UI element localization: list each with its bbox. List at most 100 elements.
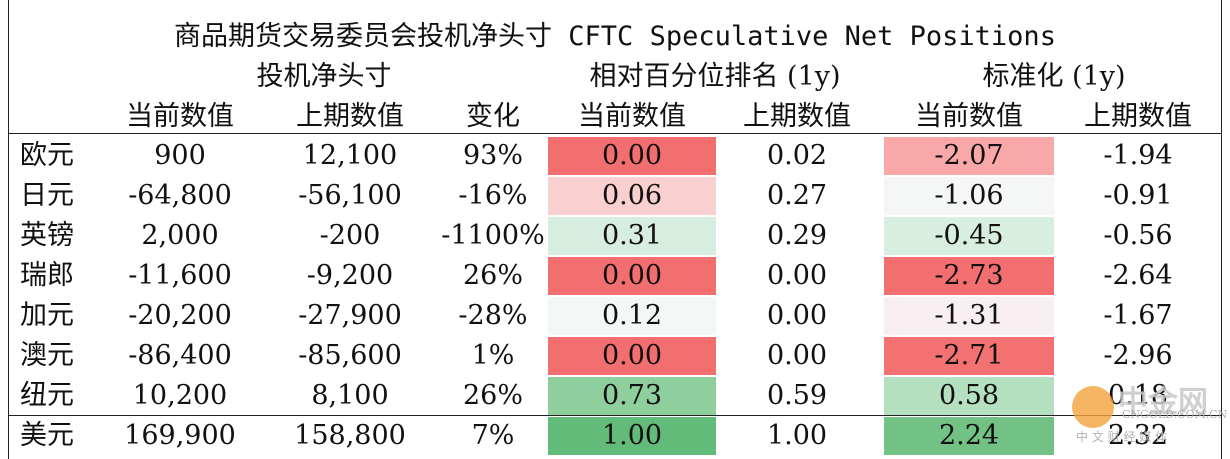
cell: -2.71 — [934, 340, 1004, 371]
row-label: 英镑 — [20, 220, 74, 251]
cell: 0.29 — [766, 220, 828, 251]
cell: -2.07 — [934, 140, 1004, 171]
cell: 1.00 — [766, 420, 828, 451]
cell: -85,600 — [298, 340, 402, 371]
cell: -28% — [458, 300, 528, 331]
cell: -1.67 — [1103, 300, 1173, 331]
cell: -64,800 — [128, 180, 232, 211]
cell: -2.64 — [1103, 260, 1173, 291]
cell: 900 — [154, 140, 206, 171]
cell: 169,900 — [124, 420, 236, 451]
cell: 12,100 — [302, 140, 398, 171]
cell: 26% — [462, 380, 523, 411]
column-header: 当前数值 — [578, 101, 686, 132]
cell: 0.00 — [601, 260, 663, 291]
cell: 8,100 — [311, 380, 389, 411]
usd-rule — [8, 415, 1222, 416]
border-right — [1221, 0, 1222, 459]
header-rule — [8, 133, 1222, 134]
rank-cell-fill — [548, 217, 716, 255]
cell: 2.24 — [938, 420, 1000, 451]
column-header: 上期数值 — [296, 101, 404, 132]
rank-cell-fill — [548, 337, 716, 375]
cell: -16% — [458, 180, 528, 211]
cell: 0.31 — [601, 220, 663, 251]
cell: -1.06 — [934, 180, 1004, 211]
rank-cell-fill — [548, 377, 716, 415]
rank-cell-fill — [548, 297, 716, 335]
row-label: 瑞郎 — [20, 260, 74, 291]
group-header: 相对百分位排名 (1y) — [589, 61, 841, 92]
z-cell-fill — [884, 337, 1054, 375]
cell: 0.00 — [601, 140, 663, 171]
cell: 26% — [462, 260, 523, 291]
z-cell-fill — [884, 297, 1054, 335]
cell: 0.18 — [1107, 380, 1169, 411]
rank-cell-fill — [548, 257, 716, 295]
cell: 0.27 — [766, 180, 828, 211]
cell: -1.31 — [934, 300, 1004, 331]
cell: -11,600 — [128, 260, 232, 291]
cell: -0.91 — [1103, 180, 1173, 211]
row-label: 澳元 — [20, 340, 74, 371]
cell: -0.45 — [934, 220, 1004, 251]
cell: 1% — [471, 340, 515, 371]
cell: 158,800 — [294, 420, 406, 451]
row-label: 欧元 — [20, 140, 74, 171]
cell: -1100% — [441, 220, 545, 251]
column-header: 当前数值 — [915, 101, 1023, 132]
column-header: 变化 — [466, 101, 520, 132]
cell: 0.73 — [601, 380, 663, 411]
cell: 1.00 — [601, 420, 663, 451]
z-cell-fill — [884, 257, 1054, 295]
cell: -2.96 — [1103, 340, 1173, 371]
z-cell-fill — [884, 217, 1054, 255]
cell: 0.59 — [766, 380, 828, 411]
cell: -20,200 — [128, 300, 232, 331]
cell: -27,900 — [298, 300, 402, 331]
row-label: 纽元 — [20, 380, 74, 411]
cell: 0.58 — [938, 380, 1000, 411]
cell: 0.00 — [601, 340, 663, 371]
cell: -9,200 — [306, 260, 394, 291]
cell: -200 — [319, 220, 381, 251]
watermark-logo — [1072, 386, 1114, 428]
cell: -86,400 — [128, 340, 232, 371]
cell: 0.06 — [601, 180, 663, 211]
cell: 7% — [471, 420, 515, 451]
group-header: 投机净头寸 — [256, 61, 392, 92]
column-header: 上期数值 — [1084, 101, 1192, 132]
cell: -2.73 — [934, 260, 1004, 291]
cell: 10,200 — [132, 380, 228, 411]
z-cell-fill — [884, 417, 1054, 455]
cell: 0.02 — [766, 140, 828, 171]
watermark-brand: 中金网 — [1118, 385, 1208, 420]
cell: -1.94 — [1103, 140, 1173, 171]
column-header: 当前数值 — [126, 101, 234, 132]
row-label: 日元 — [20, 180, 74, 211]
cell: 2,000 — [141, 220, 219, 251]
cell: 2.32 — [1107, 420, 1169, 451]
cell: 0.00 — [766, 340, 828, 371]
z-cell-fill — [884, 137, 1054, 175]
rank-cell-fill — [548, 417, 716, 455]
cell: 0.00 — [766, 300, 828, 331]
column-header: 上期数值 — [743, 101, 851, 132]
cell: 0.00 — [766, 260, 828, 291]
border-left — [8, 0, 9, 459]
cell: -0.56 — [1103, 220, 1173, 251]
rank-cell-fill — [548, 177, 716, 215]
row-label: 美元 — [20, 420, 74, 451]
row-label: 加元 — [20, 300, 74, 331]
watermark-slogan: 中 文 财 经 媒 体 — [1076, 430, 1168, 444]
watermark-site: CNGOLD.COM.CN — [1122, 408, 1228, 421]
cell: -56,100 — [298, 180, 402, 211]
z-cell-fill — [884, 177, 1054, 215]
rank-cell-fill — [548, 137, 716, 175]
z-cell-fill — [884, 377, 1054, 415]
title: 商品期货交易委员会投机净头寸 CFTC Speculative Net Posi… — [174, 21, 1056, 52]
cell: 93% — [462, 140, 523, 171]
group-header: 标准化 (1y) — [982, 61, 1126, 92]
cell: 0.12 — [601, 300, 663, 331]
